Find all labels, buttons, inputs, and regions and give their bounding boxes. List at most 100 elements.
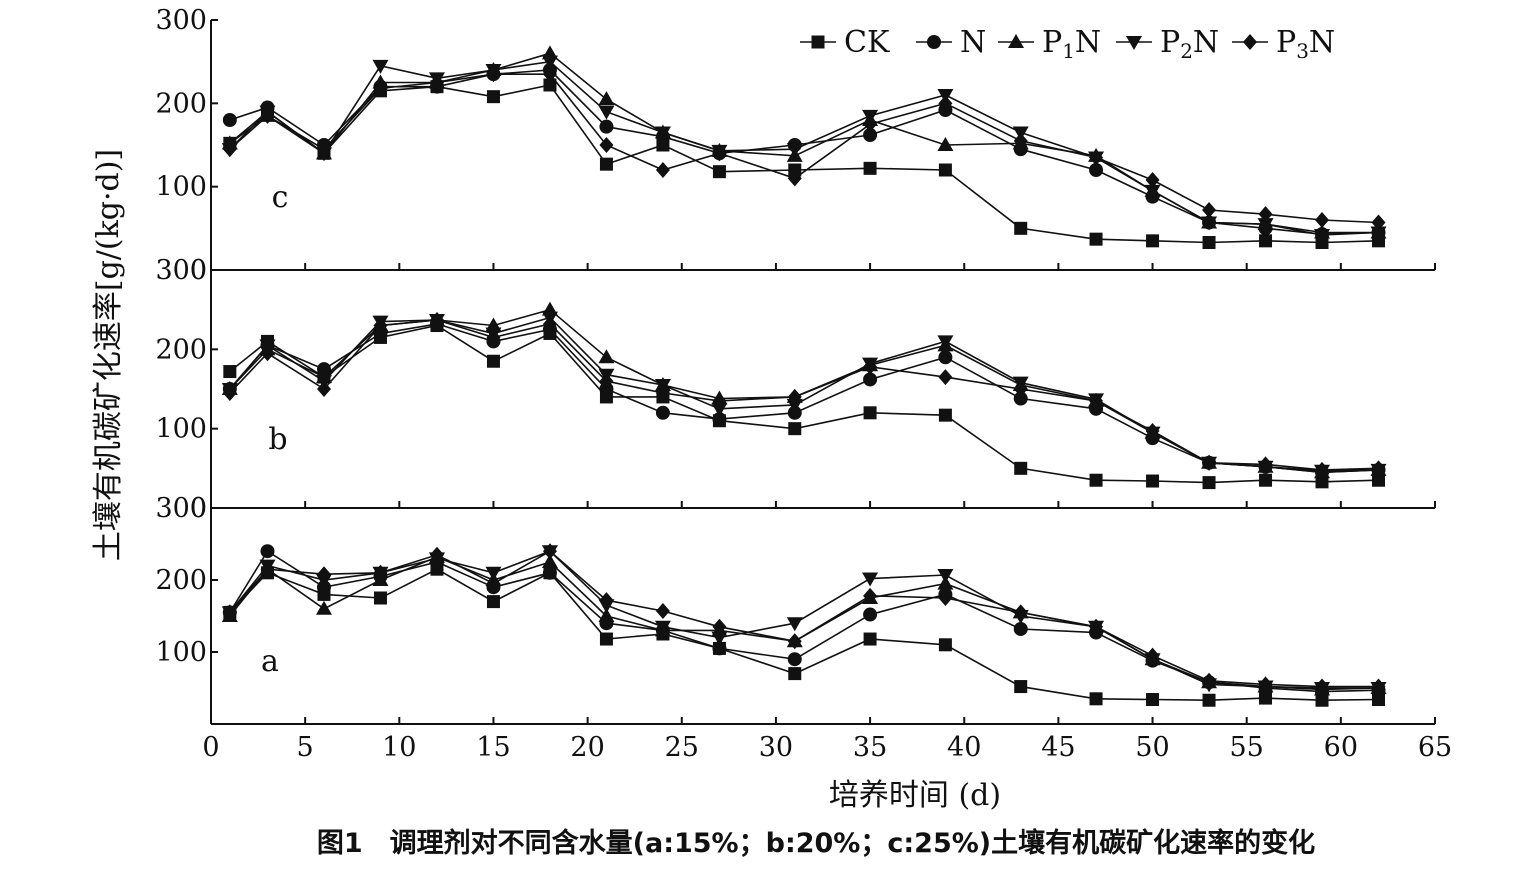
data-point-CK [1202, 693, 1216, 707]
data-point-N [1013, 391, 1028, 406]
series-line-P2N [229, 60, 1379, 236]
x-tick-label: 65 [1418, 732, 1452, 763]
data-point-P3N [1315, 212, 1330, 228]
data-point-CK [1315, 475, 1329, 489]
data-point-P3N [373, 317, 388, 334]
series-P3N-c [222, 66, 1386, 231]
data-point-CK [1259, 234, 1273, 248]
data-point-P3N [1089, 392, 1104, 409]
data-point-P3N [787, 633, 802, 650]
data-point-P3N [542, 543, 557, 560]
panel-a-series [221, 543, 1387, 707]
data-point-N [1089, 163, 1104, 177]
x-tick-label: 60 [1324, 732, 1358, 763]
data-point-P2N [1201, 216, 1218, 231]
panel-c-series [221, 45, 1387, 249]
data-point-P1N [598, 608, 615, 622]
data-point-N [863, 607, 878, 622]
panel-c: 0 100 200 300 c [155, 5, 1436, 286]
panel-label: c [272, 180, 289, 215]
legend-item-P3N: P3N [1232, 25, 1335, 63]
data-point-P3N [222, 384, 237, 401]
data-point-P2N [654, 126, 671, 141]
data-point-N [787, 652, 802, 667]
data-point-P2N [786, 143, 803, 158]
data-point-P3N [429, 74, 444, 91]
data-point-P3N [1013, 381, 1028, 397]
x-tick-label: 45 [1041, 732, 1075, 763]
y-tick-label: 0 [190, 255, 207, 286]
legend-marker [1008, 34, 1024, 48]
panel-b-series [221, 301, 1387, 490]
data-point-P2N [1144, 184, 1161, 199]
data-point-P3N [938, 590, 953, 606]
data-point-P2N [711, 631, 728, 646]
legend-item-P2N: P2N [1116, 25, 1219, 63]
data-point-CK [863, 406, 877, 420]
data-point-CK [1089, 473, 1103, 487]
axes-layer: 0 100 200 300 c 0 100 200 300 b 100 200 300 a 0 5 10 15 20… [155, 5, 1452, 763]
data-point-CK [599, 632, 613, 646]
series-layer [221, 45, 1387, 707]
y-tick-label: 300 [155, 5, 207, 36]
data-point-P1N [937, 137, 954, 151]
data-point-CK [863, 632, 877, 646]
data-point-P3N [316, 141, 331, 158]
panel-b: 0 100 200 300 b [155, 255, 1436, 524]
series-line-P2N [229, 316, 1379, 472]
series-P2N-c [221, 55, 1387, 243]
data-point-P3N [712, 618, 727, 635]
data-point-P3N [787, 388, 802, 405]
series-P3N-a [222, 543, 1386, 695]
data-point-CK [788, 422, 802, 436]
data-point-CK [486, 354, 500, 368]
data-point-CK [599, 157, 613, 171]
data-point-P3N [222, 141, 237, 158]
data-point-P3N [599, 137, 614, 153]
data-point-P3N [655, 602, 670, 619]
data-point-CK [486, 90, 500, 104]
data-point-P3N [1258, 676, 1273, 693]
series-line-P1N [229, 556, 1379, 691]
data-point-P3N [316, 381, 331, 397]
data-point-P3N [1202, 672, 1217, 689]
data-point-P2N [485, 566, 502, 581]
series-line-P3N [229, 319, 1379, 471]
data-point-P2N [598, 105, 615, 120]
data-point-P3N [655, 162, 670, 178]
data-point-N [599, 119, 614, 134]
data-point-N [712, 412, 727, 427]
series-line-CK [229, 324, 1379, 484]
series-N-b [222, 316, 1386, 480]
data-point-CK [1146, 474, 1160, 488]
data-point-P3N [316, 566, 331, 583]
data-point-P2N [711, 402, 728, 417]
data-point-P3N [486, 575, 501, 592]
data-point-CK [938, 163, 952, 177]
data-point-P3N [1013, 132, 1028, 149]
x-tick-label: 35 [853, 732, 887, 763]
panel-a: 100 200 300 a [155, 493, 1436, 725]
series-line-CK [229, 568, 1379, 702]
data-point-CK [1014, 680, 1028, 694]
x-axis-title: 培养时间 (d) [829, 778, 1001, 813]
legend-item-P1N: P1N [998, 25, 1101, 63]
data-point-CK [1014, 461, 1028, 475]
series-P1N-a [221, 548, 1387, 696]
data-point-P3N [863, 358, 878, 375]
data-point-P1N [598, 349, 615, 364]
data-point-P3N [260, 345, 275, 362]
data-point-CK [1089, 232, 1103, 246]
legend-label: N [960, 25, 986, 60]
data-point-P3N [1371, 214, 1386, 231]
data-point-CK [863, 161, 877, 175]
x-tick-label: 55 [1230, 732, 1264, 763]
x-tick-label: 0 [202, 732, 219, 763]
data-point-P3N [863, 587, 878, 604]
data-point-P2N [541, 55, 558, 70]
data-point-P3N [222, 604, 237, 621]
series-line-P3N [229, 550, 1379, 688]
data-point-P3N [1089, 149, 1104, 166]
data-point-P3N [1145, 423, 1160, 440]
data-point-P3N [373, 564, 388, 581]
